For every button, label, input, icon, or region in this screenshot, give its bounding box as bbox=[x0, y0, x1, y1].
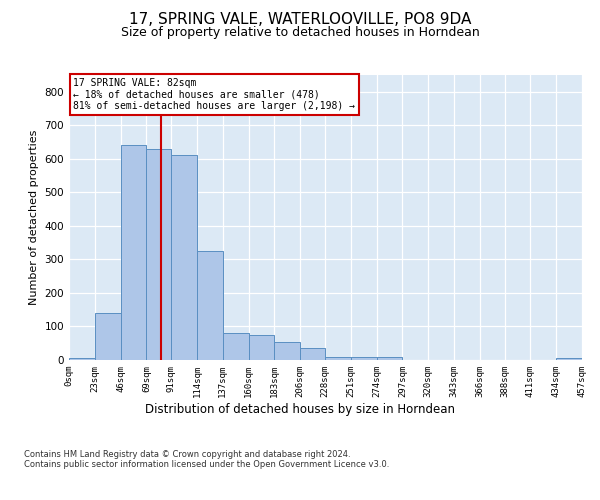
Bar bbox=[223, 333, 248, 360]
Text: 17, SPRING VALE, WATERLOOVILLE, PO8 9DA: 17, SPRING VALE, WATERLOOVILLE, PO8 9DA bbox=[129, 12, 471, 28]
Text: Size of property relative to detached houses in Horndean: Size of property relative to detached ho… bbox=[121, 26, 479, 39]
Bar bbox=[197, 251, 223, 360]
Bar bbox=[146, 149, 171, 360]
Bar bbox=[325, 356, 351, 360]
Bar bbox=[556, 358, 582, 360]
Bar bbox=[69, 358, 95, 360]
Bar bbox=[248, 335, 274, 360]
Bar bbox=[377, 356, 403, 360]
Bar bbox=[121, 146, 146, 360]
Bar bbox=[171, 156, 197, 360]
Text: Distribution of detached houses by size in Horndean: Distribution of detached houses by size … bbox=[145, 402, 455, 415]
Text: Contains HM Land Registry data © Crown copyright and database right 2024.
Contai: Contains HM Land Registry data © Crown c… bbox=[24, 450, 389, 469]
Bar bbox=[274, 342, 300, 360]
Bar bbox=[95, 313, 121, 360]
Bar bbox=[351, 356, 377, 360]
Text: 17 SPRING VALE: 82sqm
← 18% of detached houses are smaller (478)
81% of semi-det: 17 SPRING VALE: 82sqm ← 18% of detached … bbox=[73, 78, 355, 111]
Bar bbox=[300, 348, 325, 360]
Y-axis label: Number of detached properties: Number of detached properties bbox=[29, 130, 39, 305]
